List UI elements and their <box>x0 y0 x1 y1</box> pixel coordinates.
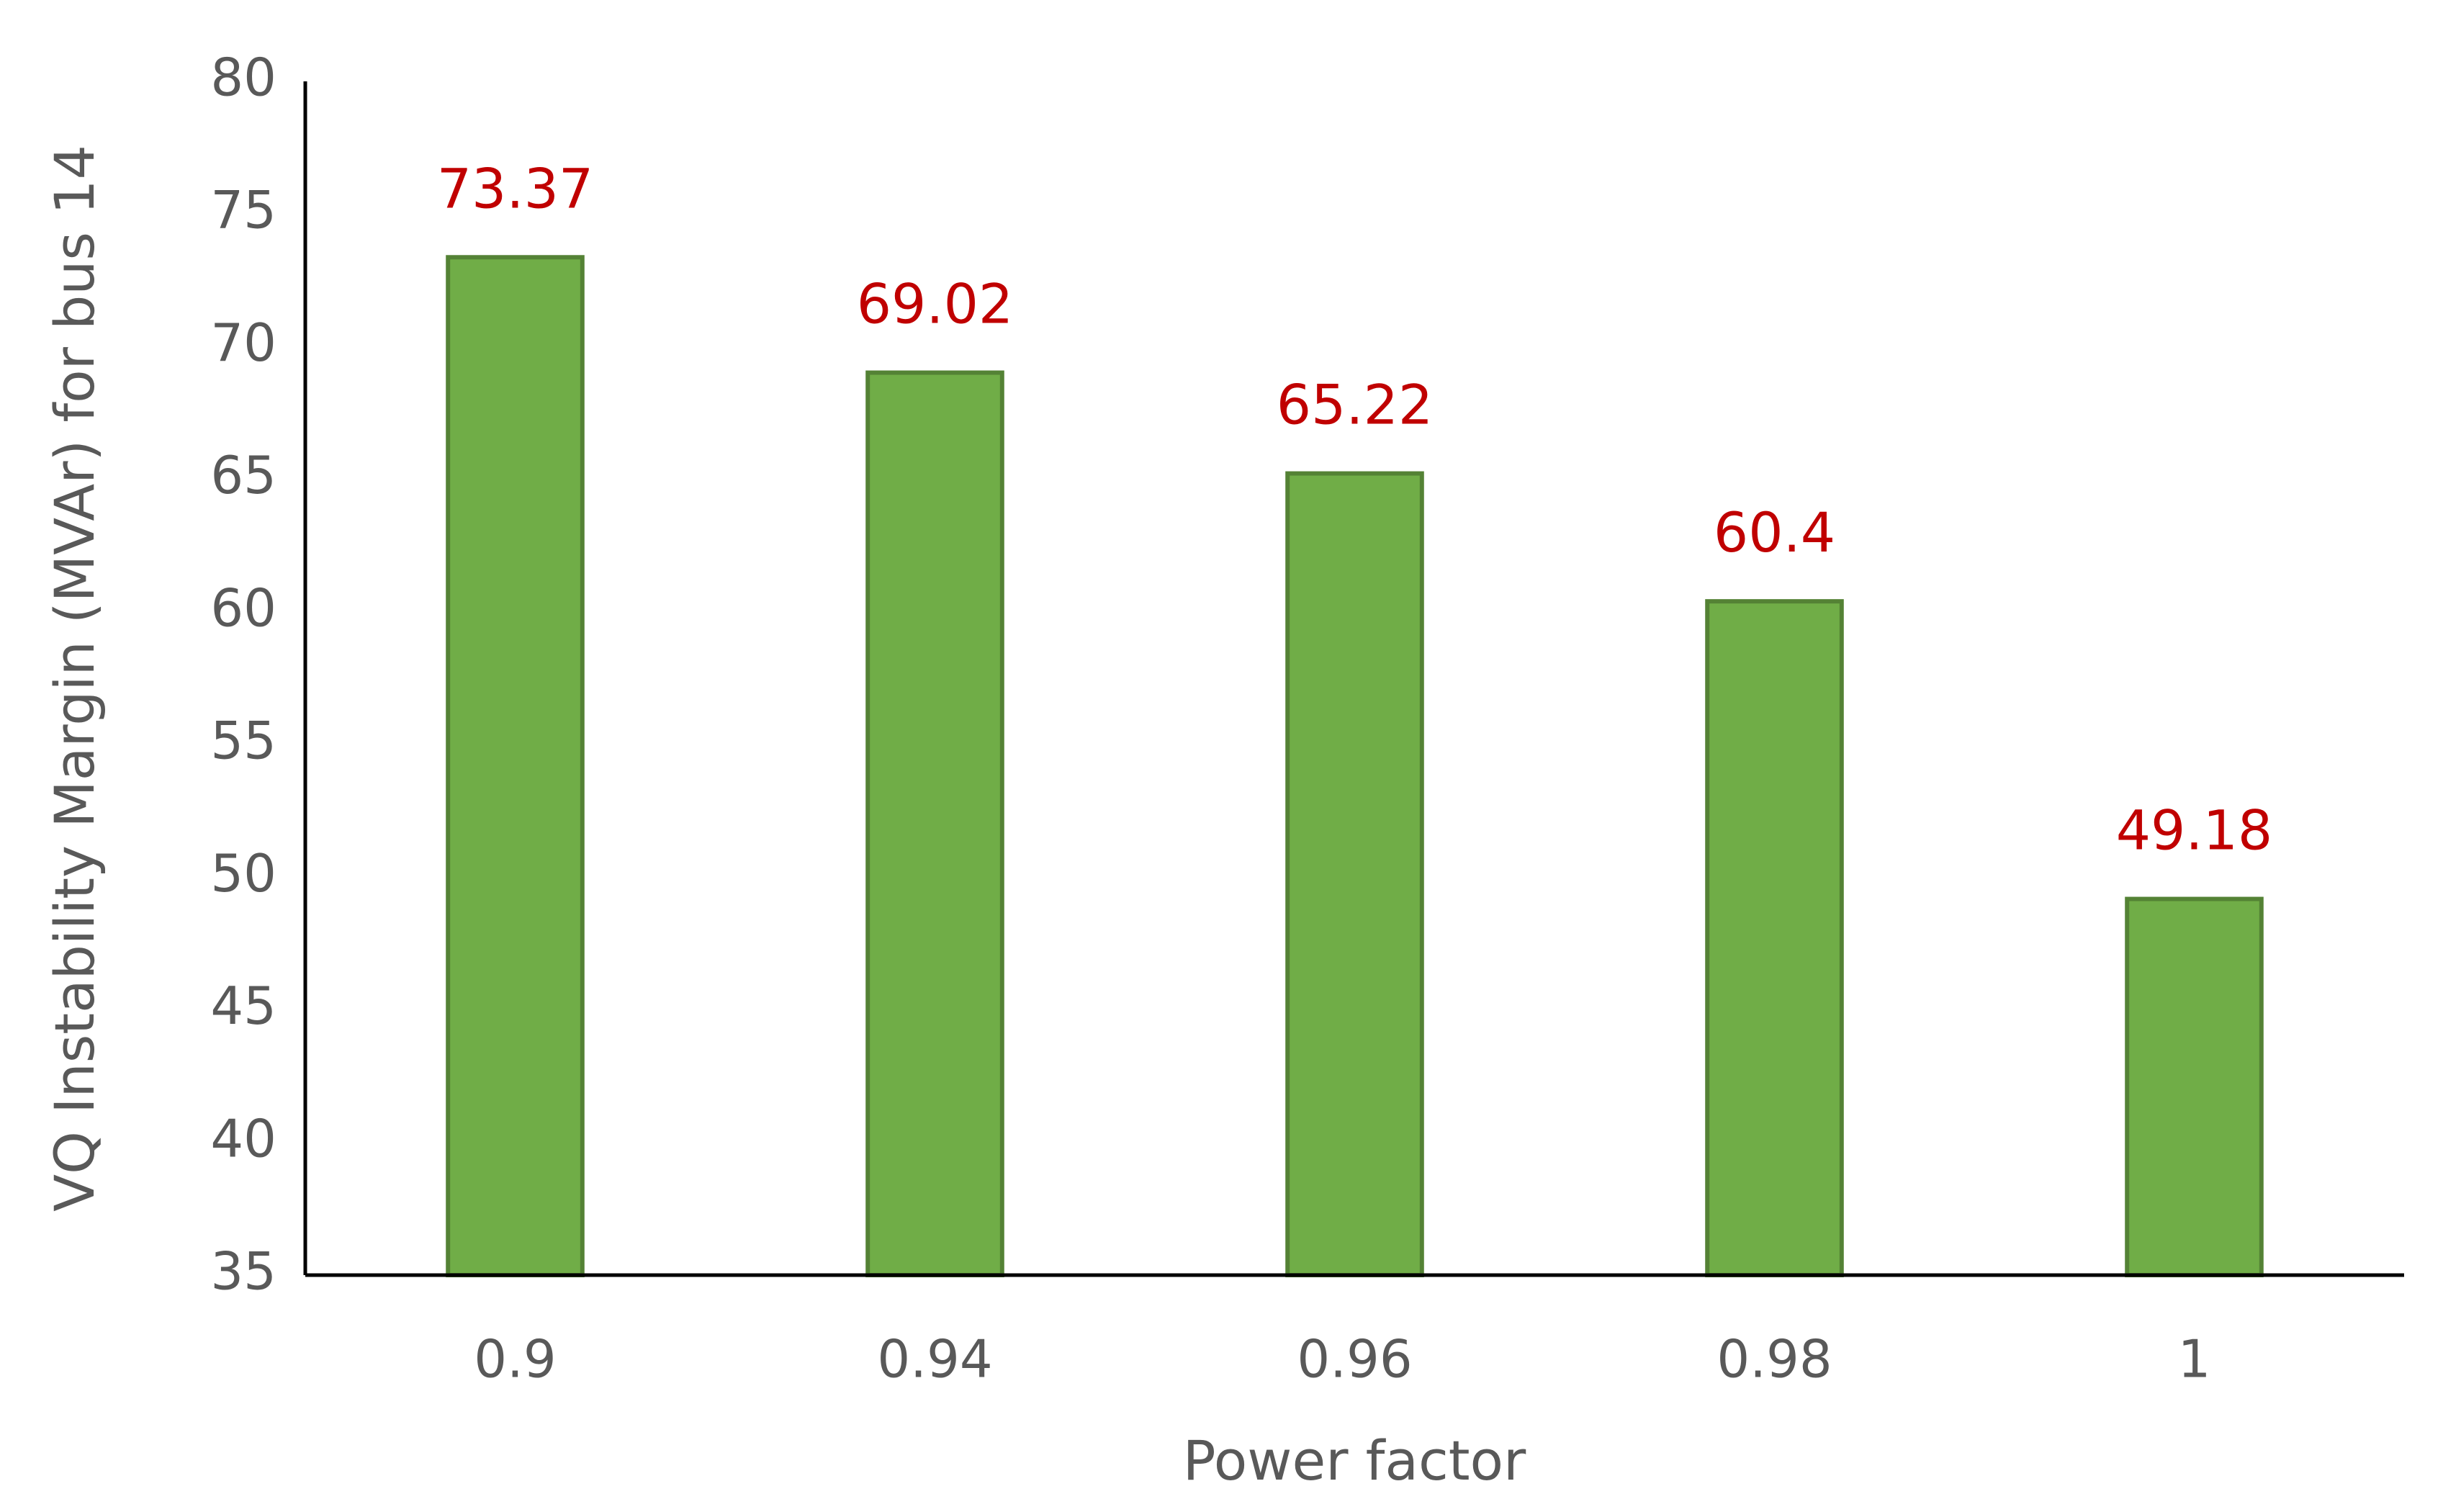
x-tick-label: 0.98 <box>1717 1329 1832 1390</box>
y-tick-label: 35 <box>210 1241 276 1302</box>
y-tick-label: 75 <box>210 180 276 240</box>
y-tick-label: 40 <box>210 1108 276 1169</box>
y-tick-label: 45 <box>210 976 276 1036</box>
x-axis-title: Power factor <box>1183 1428 1526 1493</box>
bar <box>2125 896 2264 1277</box>
y-tick-label: 80 <box>210 48 276 108</box>
data-label: 49.18 <box>2116 798 2273 863</box>
data-label: 65.22 <box>1277 373 1434 437</box>
x-tick-label: 0.9 <box>474 1329 557 1390</box>
bar <box>1285 471 1424 1277</box>
y-tick-label: 70 <box>210 312 276 373</box>
bar <box>1705 599 1844 1277</box>
y-tick-label: 65 <box>210 445 276 505</box>
bar <box>446 255 585 1277</box>
x-tick-label: 0.96 <box>1297 1329 1412 1390</box>
data-label: 69.02 <box>857 272 1014 336</box>
x-tick-label: 1 <box>2178 1329 2211 1390</box>
y-tick-label: 55 <box>210 711 276 771</box>
data-label: 73.37 <box>437 156 594 220</box>
y-tick-label: 50 <box>210 843 276 904</box>
bar <box>865 370 1004 1277</box>
x-tick-label: 0.94 <box>877 1329 992 1390</box>
y-axis-title: VQ Instability Margin (MVAr) for bus 14 <box>42 145 107 1212</box>
data-label: 60.4 <box>1714 500 1835 564</box>
y-tick-label: 60 <box>210 577 276 638</box>
